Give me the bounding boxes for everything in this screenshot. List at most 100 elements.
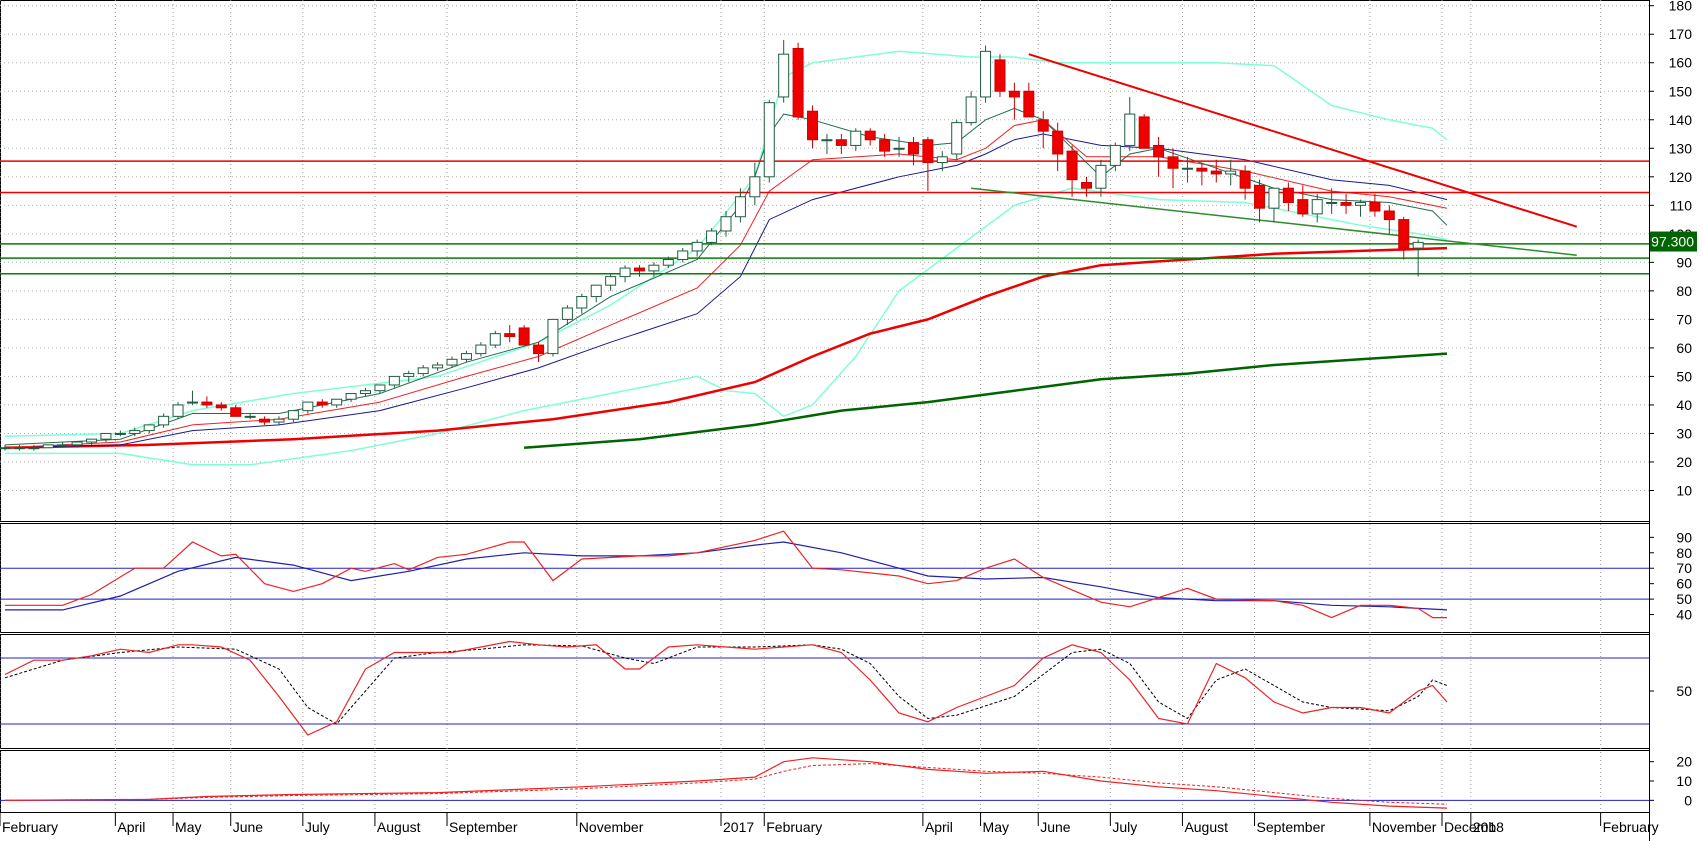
- time-axis-label: May: [983, 819, 1009, 835]
- time-axis-label: Decemb: [1444, 819, 1496, 835]
- candle-body: [1008, 90, 1020, 98]
- candle-body: [475, 344, 487, 355]
- candle: [677, 248, 689, 263]
- candle-body: [1412, 241, 1424, 249]
- candle: [561, 305, 573, 326]
- candle: [922, 136, 934, 192]
- stochastic-panel: [0, 640, 1649, 736]
- candle: [1109, 142, 1121, 172]
- candle-body: [446, 358, 458, 366]
- moving-average-short: [4, 107, 1448, 446]
- candle-body: [561, 307, 573, 320]
- candle-body: [1398, 219, 1410, 249]
- candle: [576, 293, 588, 314]
- candle: [0, 444, 11, 451]
- candle-body: [590, 284, 602, 298]
- candle: [734, 188, 746, 223]
- candle-body: [172, 404, 184, 417]
- candle-body: [1153, 144, 1165, 158]
- candle: [1066, 145, 1078, 197]
- candle-body: [1066, 150, 1078, 181]
- candle: [936, 151, 948, 172]
- candle: [1354, 199, 1366, 217]
- time-axis-label: September: [449, 819, 518, 835]
- candle: [1196, 162, 1208, 186]
- candle-body: [388, 375, 400, 386]
- candle-body: [994, 59, 1006, 92]
- candle: [432, 362, 444, 371]
- candle-body: [605, 276, 617, 286]
- candle-body: [965, 96, 977, 124]
- candle-body: [807, 110, 819, 141]
- candle-body: [1052, 130, 1064, 155]
- price-tick-label: 40: [1676, 397, 1692, 413]
- candle-body: [0, 447, 11, 450]
- candle: [850, 128, 862, 152]
- candle: [648, 262, 660, 277]
- candle-body: [619, 267, 631, 278]
- candle: [763, 99, 775, 183]
- time-axis-label: July: [1112, 819, 1137, 835]
- candle: [100, 432, 112, 443]
- price-tick-label: 70: [1676, 311, 1692, 327]
- candle-body: [28, 447, 40, 450]
- candle: [1037, 111, 1049, 149]
- candle: [590, 284, 602, 303]
- price-tick-label: 80: [1676, 283, 1692, 299]
- candle: [1412, 239, 1424, 277]
- price-tick-label: 120: [1669, 169, 1693, 185]
- candle: [42, 444, 54, 449]
- candle: [879, 134, 891, 157]
- candle-body: [1225, 170, 1237, 175]
- candle-body: [86, 438, 98, 443]
- candle: [1081, 176, 1092, 197]
- candle: [633, 265, 645, 277]
- candle: [749, 162, 761, 206]
- candle-body: [1167, 156, 1179, 169]
- candle: [994, 54, 1006, 97]
- candle-body: [633, 267, 645, 272]
- candle-body: [1210, 170, 1222, 175]
- macd-tick-label: 0: [1684, 792, 1692, 808]
- candle-body: [533, 344, 545, 355]
- candle-body: [100, 432, 112, 440]
- candle-body: [1095, 164, 1107, 189]
- candle-body: [331, 398, 343, 406]
- candle-body: [129, 430, 141, 434]
- candle: [129, 427, 141, 437]
- candle: [403, 370, 415, 383]
- candle-body: [42, 444, 54, 449]
- macd-signal-line: [4, 763, 1448, 805]
- candle-body: [374, 384, 386, 392]
- candle: [13, 444, 25, 451]
- candle: [1023, 82, 1035, 118]
- candle-body: [1354, 201, 1366, 206]
- candle-body: [951, 122, 963, 155]
- candle-body: [345, 393, 357, 400]
- candle: [821, 134, 833, 154]
- candle-body: [763, 102, 775, 178]
- rsi-line: [5, 530, 1447, 619]
- last-price-box: [1650, 231, 1697, 252]
- candle: [1124, 96, 1136, 152]
- rsi-tick-label: 60: [1676, 576, 1692, 592]
- time-axis-label: November: [579, 819, 644, 835]
- bollinger-upper-band: [4, 50, 1448, 438]
- candle: [28, 444, 40, 451]
- candle: [1008, 82, 1020, 120]
- candle-body: [778, 53, 790, 98]
- candle: [1225, 159, 1237, 186]
- candle-body: [1311, 199, 1323, 215]
- time-axis-label: June: [1040, 819, 1071, 835]
- candle: [533, 342, 545, 363]
- candle: [273, 416, 285, 425]
- price-tick-label: 30: [1676, 425, 1692, 441]
- candle-body: [1124, 113, 1136, 146]
- rsi-tick-label: 80: [1676, 545, 1692, 561]
- candle: [547, 318, 559, 357]
- candle-body: [1340, 201, 1352, 206]
- rsi-tick-label: 90: [1676, 529, 1692, 545]
- candle-body: [734, 196, 746, 218]
- candle-body: [302, 401, 314, 412]
- time-axis-label: 2018: [1473, 819, 1504, 835]
